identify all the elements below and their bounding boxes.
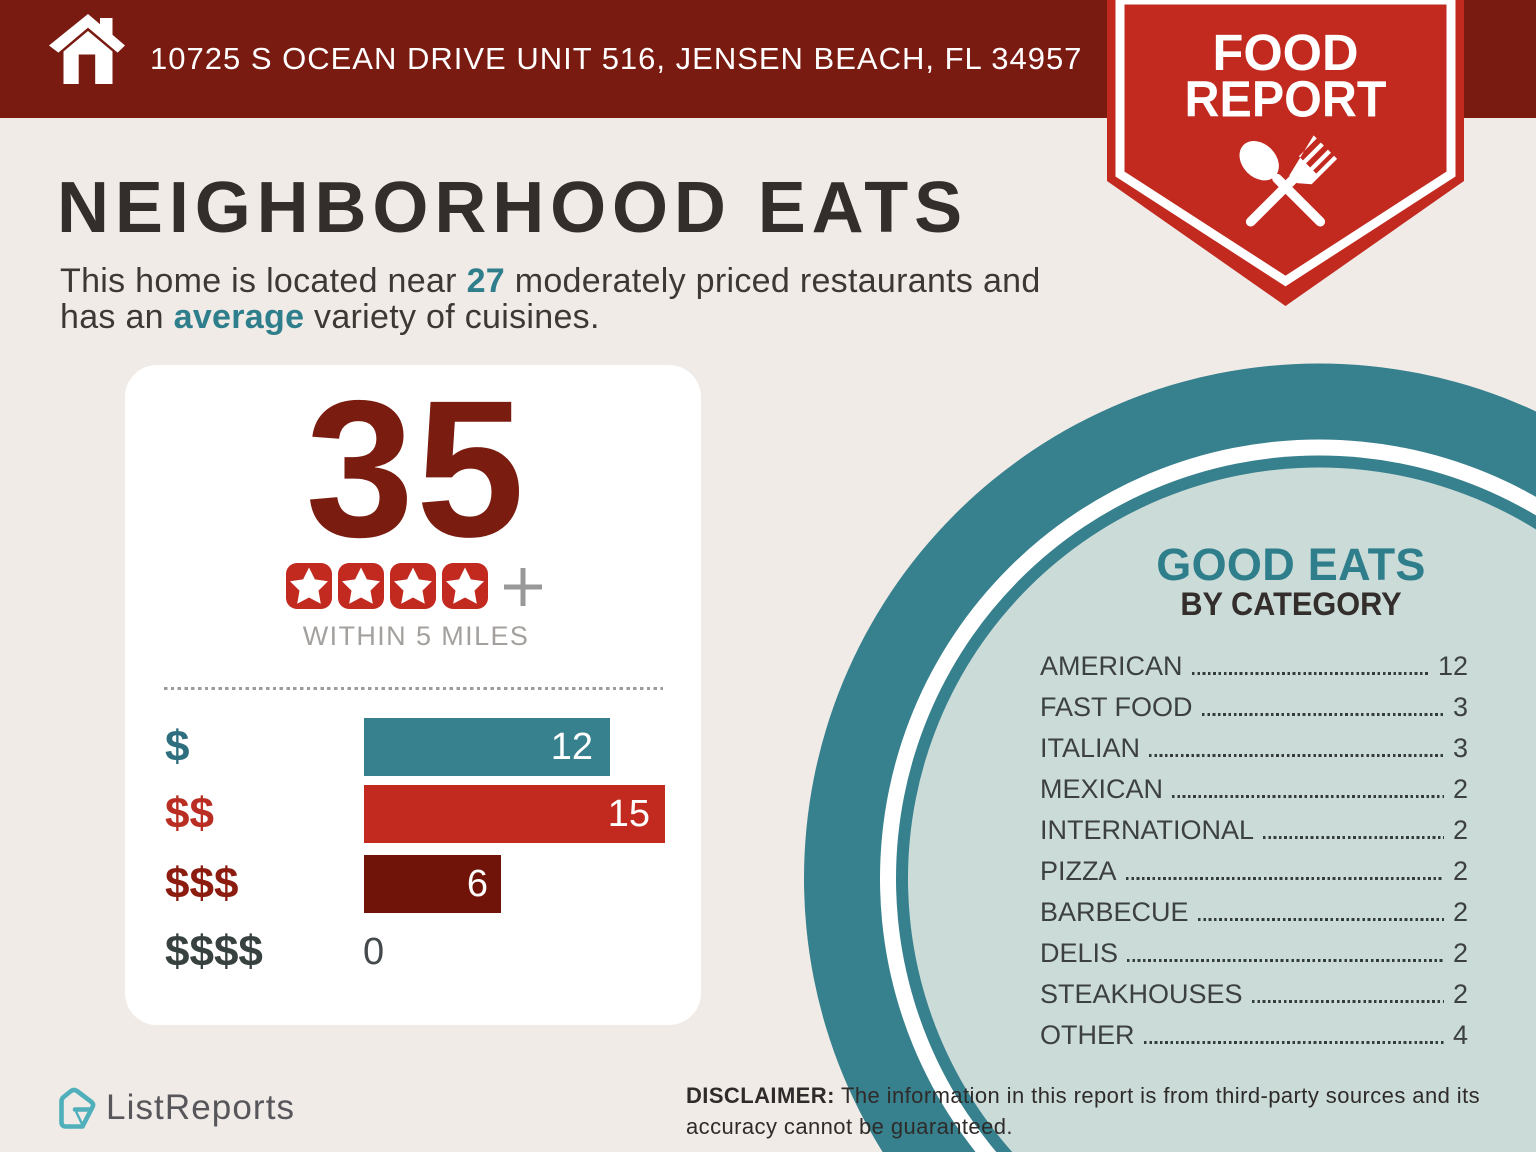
svg-text:REPORT: REPORT [1185,71,1387,128]
svg-text:FOOD: FOOD [1213,24,1359,81]
